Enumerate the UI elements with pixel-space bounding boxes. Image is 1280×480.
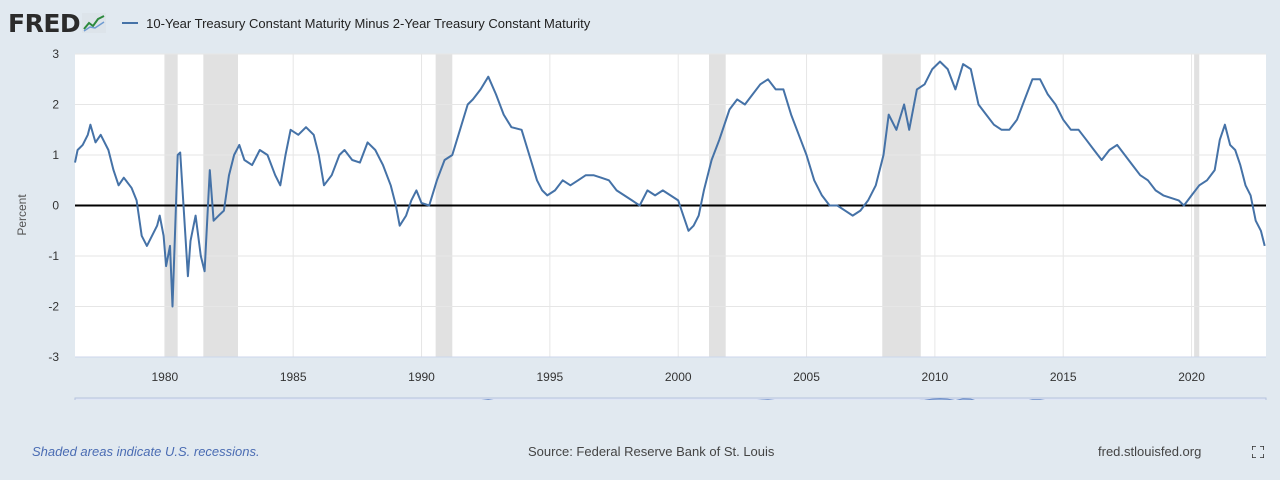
- chart-trend-icon: [82, 13, 107, 33]
- y-tick-label: 0: [52, 199, 59, 213]
- legend-label: 10-Year Treasury Constant Maturity Minus…: [146, 15, 591, 31]
- chart-area: 3 2 1 0 -1 -2 -3 1980 1985 1990 1995 2000 2005 2010 2…: [0, 40, 1280, 421]
- x-tick-label: 2015: [1050, 370, 1077, 384]
- series-line[interactable]: [74, 60, 1266, 308]
- y-tick-label: 2: [52, 98, 59, 112]
- chart-legend[interactable]: 10-Year Treasury Constant Maturity Minus…: [122, 16, 590, 31]
- fred-logo[interactable]: FRED: [8, 8, 81, 38]
- y-tick-label: -3: [48, 350, 59, 364]
- y-tick-label: 1: [52, 148, 59, 162]
- chart-header: FRED 10-Year Treasury Constant Maturity …: [8, 6, 590, 40]
- site-link[interactable]: fred.stlouisfed.org: [1098, 444, 1202, 459]
- x-tick-label: 2010: [922, 370, 949, 384]
- y-tick-label: -1: [48, 249, 59, 263]
- line-chart[interactable]: 3 2 1 0 -1 -2 -3 1980 1985 1990 1995 2000 2005 2010 2…: [0, 40, 1280, 421]
- x-tick-label: 1985: [280, 370, 307, 384]
- x-tick-label: 1995: [537, 370, 564, 384]
- x-tick-label: 1980: [151, 370, 178, 384]
- y-tick-label: -2: [48, 300, 59, 314]
- legend-swatch: [122, 22, 139, 24]
- y-axis-label: Percent: [15, 194, 29, 236]
- source-note: Source: Federal Reserve Bank of St. Loui…: [528, 444, 775, 459]
- x-tick-label: 2020: [1178, 370, 1205, 384]
- fullscreen-icon[interactable]: [1252, 446, 1264, 458]
- recession-note: Shaded areas indicate U.S. recessions.: [32, 444, 260, 459]
- chart-footer: Shaded areas indicate U.S. recessions. S…: [0, 436, 1280, 466]
- x-tick-label: 1990: [408, 370, 435, 384]
- y-tick-label: 3: [52, 47, 59, 61]
- navigator-track[interactable]: [74, 397, 1267, 421]
- x-tick-label: 2005: [793, 370, 820, 384]
- x-tick-label: 2000: [665, 370, 692, 384]
